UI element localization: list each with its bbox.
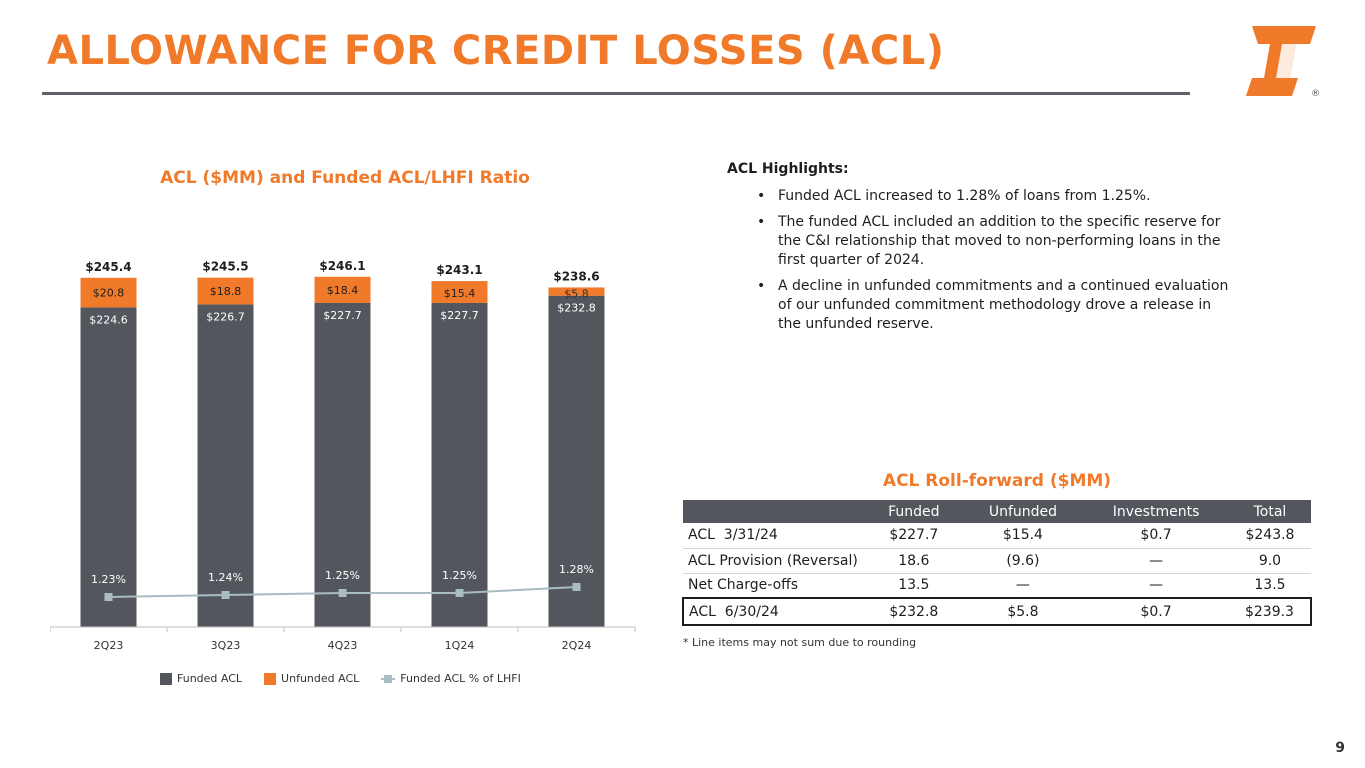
table-cell: 9.0 xyxy=(1228,548,1311,574)
table-cell: ACL 3/31/24 xyxy=(683,523,865,549)
ratio-point xyxy=(572,583,581,591)
table-cell: $0.7 xyxy=(1083,523,1229,549)
bar-funded-2Q23 xyxy=(80,307,137,627)
table-row: ACL Provision (Reversal) 18.6 (9.6) — 9.… xyxy=(683,548,1311,574)
acl-highlights: ACL Highlights: Funded ACL increased to … xyxy=(727,160,1237,341)
highlight-item: The funded ACL included an addition to t… xyxy=(727,213,1237,270)
table-cell: ACL Provision (Reversal) xyxy=(683,548,865,574)
registered-mark: ® xyxy=(1311,89,1320,99)
table-header-row: Funded Unfunded Investments Total xyxy=(683,500,1311,523)
page-number: 9 xyxy=(1335,740,1345,756)
column-header: Funded xyxy=(865,500,963,523)
bar-unfunded-4Q23 xyxy=(314,276,371,303)
x-tick-label: 1Q24 xyxy=(445,639,475,652)
data-label-funded: $232.8 xyxy=(557,302,596,315)
data-label-funded: $227.7 xyxy=(323,309,362,322)
column-header xyxy=(683,500,865,523)
legend-label-ratio: Funded ACL % of LHFI xyxy=(400,672,521,685)
data-label-total: $238.6 xyxy=(553,269,599,283)
table-cell: — xyxy=(1083,548,1229,574)
company-logo-icon: ® xyxy=(1246,26,1320,99)
data-label-unfunded: $15.4 xyxy=(444,287,476,300)
bar-unfunded-2Q24 xyxy=(548,287,605,296)
ratio-point xyxy=(104,593,113,601)
bar-unfunded-3Q23 xyxy=(197,277,254,305)
column-header: Unfunded xyxy=(962,500,1084,523)
table-row-ending-balance: ACL 6/30/24 $232.8 $5.8 $0.7 $239.3 xyxy=(682,597,1313,626)
bar-unfunded-1Q24 xyxy=(431,281,488,303)
data-label-total: $245.5 xyxy=(202,260,248,274)
legend-swatch-funded xyxy=(160,672,172,685)
table-cell: ACL 6/30/24 xyxy=(682,597,865,626)
legend-item-unfunded: Unfunded ACL xyxy=(264,672,359,685)
chart-legend: Funded ACL Unfunded ACL Funded ACL % of … xyxy=(160,672,543,685)
table-cell: 13.5 xyxy=(865,573,963,599)
table-row: Net Charge-offs 13.5 — — 13.5 xyxy=(683,573,1311,599)
table-cell: $15.4 xyxy=(962,523,1084,549)
table-cell: — xyxy=(1083,573,1229,599)
data-label-unfunded: $18.8 xyxy=(210,285,242,298)
ratio-label: 1.24% xyxy=(208,571,243,584)
bar-funded-3Q23 xyxy=(197,304,254,627)
x-tick-label: 3Q23 xyxy=(211,639,241,652)
table-cell: — xyxy=(962,573,1084,599)
bar-funded-4Q23 xyxy=(314,302,371,627)
data-label-total: $243.1 xyxy=(436,263,482,277)
table-cell: Net Charge-offs xyxy=(683,573,865,599)
table-cell: 13.5 xyxy=(1228,573,1311,599)
bar-unfunded-2Q23 xyxy=(80,277,137,308)
legend-label-funded: Funded ACL xyxy=(177,672,243,685)
ratio-point xyxy=(338,589,347,597)
table-cell: $232.8 xyxy=(865,597,963,626)
table-cell: 18.6 xyxy=(865,548,963,574)
ratio-label: 1.23% xyxy=(91,573,126,586)
table-cell: $5.8 xyxy=(962,597,1084,626)
legend-item-ratio: Funded ACL % of LHFI xyxy=(381,672,521,685)
column-header: Total xyxy=(1228,500,1311,523)
data-label-total: $245.4 xyxy=(85,260,131,274)
highlights-heading: ACL Highlights: xyxy=(727,161,849,177)
data-label-funded: $226.7 xyxy=(206,310,245,323)
acl-stacked-bar-chart: $224.6 $20.8 $245.4 2Q23 $226.7 $18.8 $245.5 3Q… xyxy=(50,259,636,652)
legend-label-unfunded: Unfunded ACL xyxy=(281,672,360,685)
table-row: ACL 3/31/24 $227.7 $15.4 $0.7 $243.8 xyxy=(683,523,1311,549)
bar-funded-2Q24 xyxy=(548,295,605,627)
bar-funded-1Q24 xyxy=(431,302,488,627)
highlights-list: Funded ACL increased to 1.28% of loans f… xyxy=(727,187,1237,334)
table-cell: $0.7 xyxy=(1083,597,1229,626)
title-divider xyxy=(42,92,1190,95)
data-label-unfunded: $5.8 xyxy=(564,287,589,300)
ratio-point xyxy=(455,589,464,597)
legend-item-funded: Funded ACL xyxy=(160,672,242,685)
x-tick-label: 4Q23 xyxy=(328,639,358,652)
ratio-label: 1.25% xyxy=(325,569,360,582)
x-tick-label: 2Q23 xyxy=(94,639,124,652)
data-label-unfunded: $20.8 xyxy=(93,287,125,300)
column-header: Investments xyxy=(1083,500,1229,523)
ratio-label: 1.28% xyxy=(559,563,594,576)
highlight-item: Funded ACL increased to 1.28% of loans f… xyxy=(727,187,1237,206)
ratio-point xyxy=(221,591,230,599)
table-footnote: * Line items may not sum due to rounding xyxy=(683,636,917,649)
data-label-funded: $227.7 xyxy=(440,309,479,322)
rollforward-title: ACL Roll-forward ($MM) xyxy=(882,471,1112,491)
x-tick-label: 2Q24 xyxy=(562,639,592,652)
legend-swatch-unfunded xyxy=(264,672,277,685)
data-label-funded: $224.6 xyxy=(89,313,128,326)
highlight-item: A decline in unfunded commitments and a … xyxy=(727,277,1237,334)
chart-title: ACL ($MM) and Funded ACL/LHFI Ratio xyxy=(160,168,530,188)
table-cell: (9.6) xyxy=(962,548,1084,574)
page-title: ALLOWANCE FOR CREDIT LOSSES (ACL) xyxy=(47,28,945,74)
data-label-total: $246.1 xyxy=(319,259,365,273)
table-cell: $227.7 xyxy=(865,523,963,549)
data-label-unfunded: $18.4 xyxy=(327,284,359,297)
rollforward-table: Funded Unfunded Investments Total ACL 3/… xyxy=(682,500,1313,626)
legend-marker-ratio xyxy=(381,673,396,685)
ratio-label: 1.25% xyxy=(442,569,477,582)
table-cell: $243.8 xyxy=(1228,523,1311,549)
table-cell: $239.3 xyxy=(1228,597,1313,626)
